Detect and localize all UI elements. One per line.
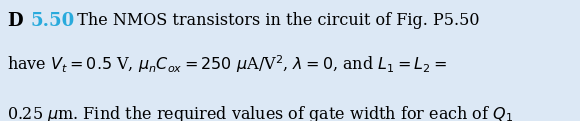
Text: 5.50: 5.50 xyxy=(30,12,74,30)
Text: 0.25 $\mu$m. Find the required values of gate width for each of $Q_1$: 0.25 $\mu$m. Find the required values of… xyxy=(7,104,513,121)
Text: have $V_t = 0.5$ V, $\mu_n C_{ox} = 250\ \mu$A/V$^2$, $\lambda = 0$, and $L_1 = : have $V_t = 0.5$ V, $\mu_n C_{ox} = 250\… xyxy=(7,53,447,75)
Text: D: D xyxy=(7,12,23,30)
Text: The NMOS transistors in the circuit of Fig. P5.50: The NMOS transistors in the circuit of F… xyxy=(67,12,480,29)
